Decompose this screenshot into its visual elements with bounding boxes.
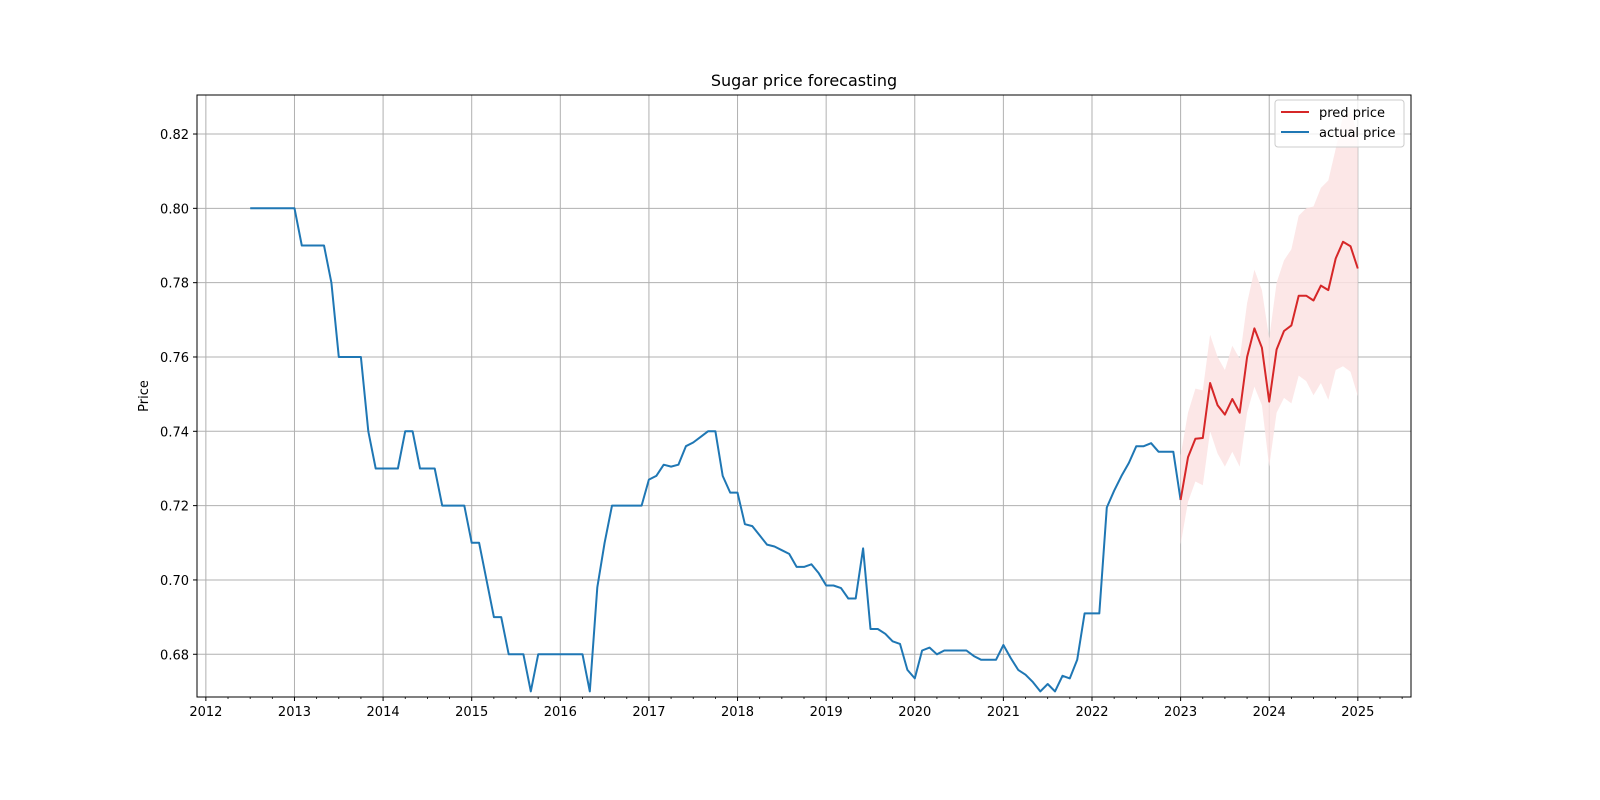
legend: pred price actual price: [1274, 99, 1405, 148]
confidence-band: [1180, 111, 1358, 545]
y-tick-label: 0.76: [160, 351, 189, 366]
confidence-band-layer: [1180, 111, 1358, 545]
y-tick-label: 0.82: [160, 128, 189, 143]
y-tick-label: 0.74: [160, 425, 189, 440]
x-tick-label: 2023: [1164, 705, 1197, 720]
x-tick-label: 2018: [721, 705, 754, 720]
series-line-actual-price: [250, 207, 1182, 693]
y-tick-label: 0.72: [160, 500, 189, 515]
x-tick-label: 2024: [1253, 705, 1286, 720]
x-tick-label: 2017: [632, 705, 665, 720]
x-tick-label: 2019: [810, 705, 843, 720]
x-tick-label: 2016: [544, 705, 577, 720]
legend-label-pred: pred price: [1319, 106, 1385, 121]
axis-ticks: 2012 2013 2014 2015 2016 2017 2018 2019 2020 2021…: [160, 128, 1403, 720]
legend-label-actual: actual price: [1319, 126, 1396, 141]
x-tick-label: 2013: [278, 705, 311, 720]
x-tick-label: 2022: [1075, 705, 1108, 720]
x-tick-label: 2014: [367, 705, 400, 720]
x-tick-label: 2012: [189, 705, 222, 720]
y-tick-label: 0.70: [160, 574, 189, 589]
y-tick-label: 0.68: [160, 648, 189, 663]
chart-title: Sugar price forecasting: [711, 71, 897, 90]
series-layer: [250, 207, 1359, 693]
x-tick-label: 2015: [455, 705, 488, 720]
x-tick-label: 2020: [898, 705, 931, 720]
x-tick-label: 2025: [1341, 705, 1374, 720]
y-tick-label: 0.80: [160, 202, 189, 217]
y-tick-label: 0.78: [160, 277, 189, 292]
series-line-pred-price: [1179, 240, 1359, 501]
x-tick-label: 2021: [987, 705, 1020, 720]
y-axis-label: Price: [137, 380, 152, 412]
